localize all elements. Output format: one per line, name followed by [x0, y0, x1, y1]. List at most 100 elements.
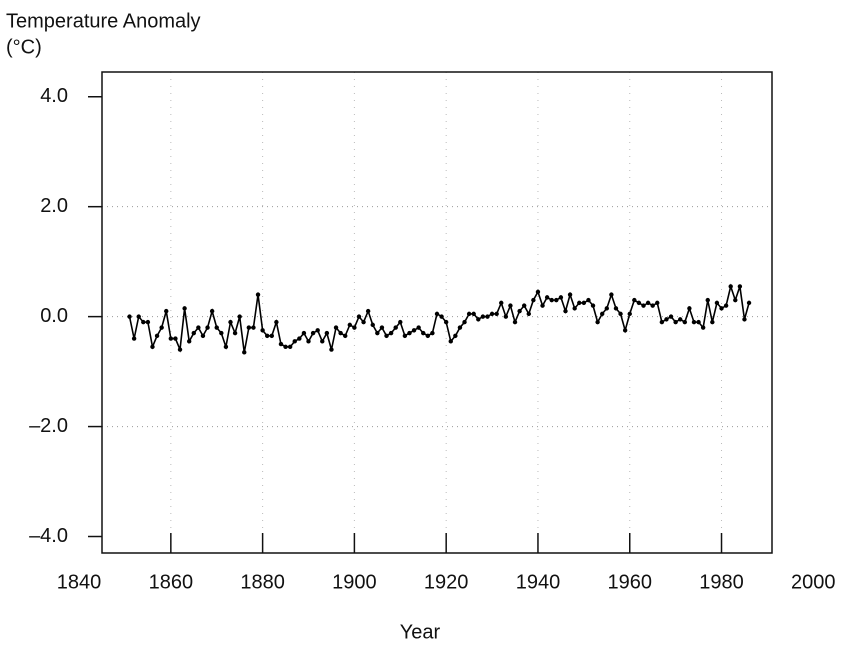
- data-point: [700, 325, 706, 330]
- data-point: [407, 330, 412, 336]
- data-point: [361, 319, 366, 325]
- data-point: [567, 292, 573, 297]
- data-point: [173, 336, 178, 341]
- data-point: [659, 319, 665, 325]
- y-tick-label: 0.0: [40, 305, 68, 327]
- data-point: [485, 314, 490, 319]
- plot-frame: [101, 71, 773, 554]
- data-point: [320, 339, 325, 344]
- data-point: [164, 308, 169, 314]
- data-point: [554, 297, 559, 303]
- y-tick-label: –2.0: [29, 415, 68, 437]
- data-point: [719, 306, 724, 311]
- data-point: [503, 314, 509, 319]
- data-point: [379, 325, 385, 330]
- data-point: [315, 328, 320, 333]
- data-point: [471, 311, 476, 317]
- data-point: [333, 325, 339, 330]
- data-point: [416, 325, 421, 330]
- data-point: [251, 325, 256, 330]
- data-point: [154, 333, 160, 339]
- data-point: [448, 339, 453, 344]
- data-point: [655, 300, 660, 306]
- data-point: [292, 339, 297, 344]
- x-tick-label: 1900: [332, 571, 377, 593]
- data-point: [636, 300, 642, 306]
- data-point: [205, 325, 210, 330]
- data-point: [283, 344, 288, 350]
- data-point: [434, 311, 440, 317]
- data-point: [549, 297, 554, 303]
- data-point: [622, 328, 628, 333]
- data-point: [723, 303, 729, 308]
- data-point: [627, 311, 632, 317]
- data-point: [306, 339, 311, 344]
- data-point: [645, 300, 651, 306]
- data-point: [595, 319, 600, 325]
- data-point: [746, 300, 752, 306]
- y-axis-label: Temperature Anomaly: [6, 10, 201, 32]
- data-point: [737, 284, 743, 289]
- data-point: [466, 311, 472, 317]
- data-point: [196, 325, 201, 330]
- data-point: [489, 311, 495, 317]
- data-point: [393, 325, 398, 330]
- data-point: [609, 292, 614, 297]
- data-point: [600, 311, 605, 317]
- data-point: [687, 306, 692, 311]
- data-point: [673, 319, 678, 325]
- x-tick-label: 1920: [424, 571, 469, 593]
- data-point: [242, 350, 247, 355]
- data-point: [356, 314, 362, 319]
- data-point: [544, 295, 550, 300]
- data-point: [186, 339, 192, 344]
- data-point: [531, 297, 536, 303]
- data-point: [439, 314, 444, 319]
- data-point: [457, 325, 463, 330]
- x-tick-label: 2000: [791, 571, 836, 593]
- data-point: [260, 328, 265, 333]
- data-point: [237, 314, 242, 319]
- data-point: [480, 314, 486, 319]
- data-point: [696, 319, 701, 325]
- data-point: [287, 344, 293, 350]
- data-point: [329, 347, 334, 352]
- data-point: [691, 319, 697, 325]
- x-tick-label: 1860: [149, 571, 194, 593]
- data-point: [742, 317, 747, 322]
- data-point: [558, 295, 564, 300]
- data-point: [141, 319, 146, 325]
- data-point: [563, 308, 568, 314]
- data-point: [508, 303, 513, 308]
- x-tick-label: 1840: [57, 571, 102, 593]
- data-point: [421, 330, 426, 336]
- data-point: [664, 317, 669, 322]
- data-point: [352, 325, 357, 330]
- data-point: [384, 333, 389, 339]
- data-point: [150, 344, 155, 350]
- data-point: [641, 303, 646, 308]
- data-point: [650, 303, 655, 308]
- data-point: [214, 325, 219, 330]
- data-point: [301, 330, 307, 336]
- data-point: [375, 330, 380, 336]
- data-point: [310, 330, 316, 336]
- data-point: [517, 308, 522, 314]
- data-point: [131, 336, 137, 341]
- data-point: [255, 292, 261, 297]
- y-tick-label: 4.0: [40, 85, 68, 107]
- data-point: [577, 300, 582, 306]
- data-point: [365, 308, 371, 314]
- x-tick-label: 1980: [699, 571, 744, 593]
- data-point: [265, 333, 270, 339]
- data-point: [526, 311, 531, 317]
- data-point: [705, 297, 710, 303]
- data-point: [219, 330, 224, 336]
- data-point: [604, 306, 609, 311]
- y-tick-label: 2.0: [40, 195, 68, 217]
- y-axis-label: (°C): [6, 36, 42, 58]
- data-point: [728, 284, 733, 289]
- data-point: [159, 325, 164, 330]
- data-point: [425, 333, 431, 339]
- data-point: [347, 322, 353, 328]
